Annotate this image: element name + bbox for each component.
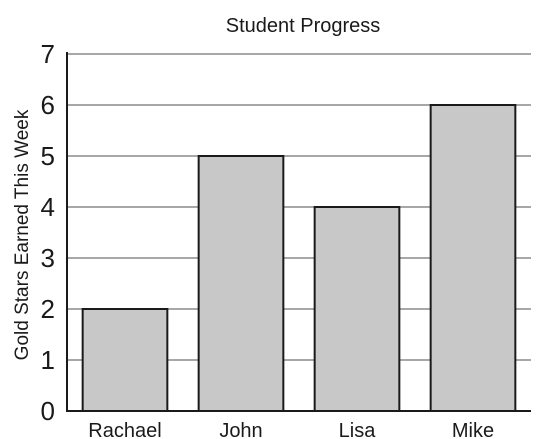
x-tick-label-mike: Mike	[452, 420, 494, 439]
y-tick-labels: 0 1 2 3 4 5 6 7	[41, 39, 55, 426]
y-axis-label: Gold Stars Earned This Week	[12, 109, 33, 360]
y-tick-label-4: 4	[41, 192, 55, 222]
bar-mike	[429, 104, 517, 412]
x-tick-label-john: John	[219, 420, 262, 439]
y-tick-label-7: 7	[41, 39, 55, 69]
y-tick-label-5: 5	[41, 141, 55, 171]
y-tick-label-6: 6	[41, 90, 55, 120]
y-tick-label-3: 3	[41, 243, 55, 273]
bar-john	[197, 155, 285, 412]
bars	[81, 104, 517, 412]
bar-lisa	[313, 206, 401, 412]
x-tick-labels: Rachael John Lisa Mike	[88, 420, 494, 439]
x-tick-label-rachael: Rachael	[88, 420, 161, 439]
y-tick-label-2: 2	[41, 294, 55, 324]
chart-title: Student Progress	[226, 15, 381, 37]
y-tick-label-0: 0	[41, 396, 55, 426]
axes	[66, 52, 531, 412]
y-tick-label-1: 1	[41, 345, 55, 375]
bar-rachael	[81, 308, 169, 412]
x-tick-label-lisa: Lisa	[339, 420, 377, 439]
